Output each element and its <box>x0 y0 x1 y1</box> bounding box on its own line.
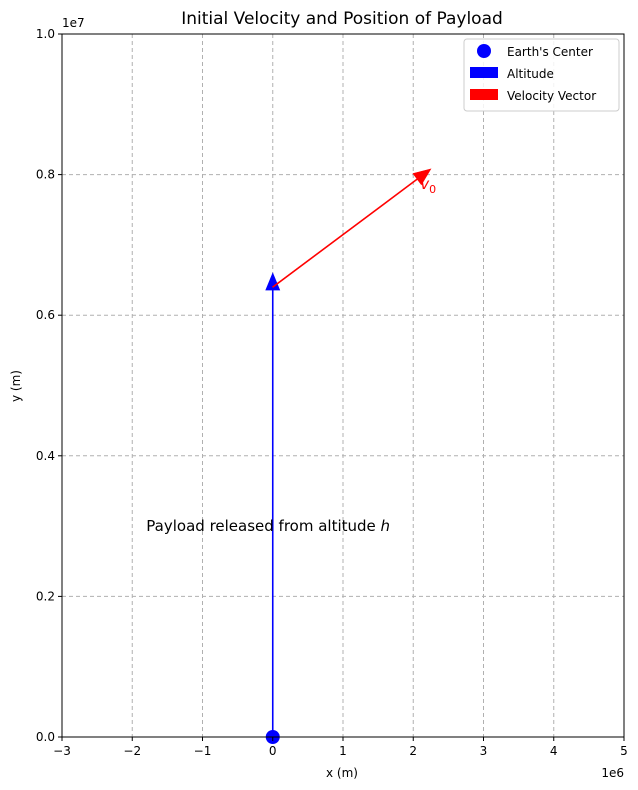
y-axis-label: y (m) <box>9 370 23 402</box>
payload-annotation-variable: h <box>381 517 391 535</box>
legend-label-velocity-vector: Velocity Vector <box>507 89 596 103</box>
chart-title: Initial Velocity and Position of Payload <box>181 9 503 29</box>
altitude-arrow <box>265 272 281 738</box>
legend-swatch-altitude <box>470 67 498 78</box>
velocity-annotation: v0 <box>420 175 436 196</box>
x-tick-label: 3 <box>480 744 488 758</box>
legend-marker-earth-center <box>477 44 491 58</box>
x-axis-label: x (m) <box>326 766 358 780</box>
velocity-annotation-symbol: v <box>420 175 430 193</box>
y-tick-label: 0.0 <box>36 730 55 744</box>
y-tick-label: 0.4 <box>36 449 55 463</box>
x-axis-offset-label: 1e6 <box>601 766 624 780</box>
x-tick-label: 0 <box>269 744 277 758</box>
y-axis: 0.0 0.2 0.4 0.6 0.8 1.0 <box>36 27 62 744</box>
legend: Earth's Center Altitude Velocity Vector <box>463 38 620 112</box>
x-tick-label: −1 <box>194 744 212 758</box>
x-axis: −3 −2 −1 0 1 2 3 4 5 <box>53 737 628 758</box>
velocity-arrow <box>272 168 432 288</box>
x-tick-label: 1 <box>339 744 347 758</box>
x-tick-label: 5 <box>620 744 628 758</box>
x-tick-label: 2 <box>409 744 417 758</box>
y-axis-offset-label: 1e7 <box>62 16 85 30</box>
legend-label-altitude: Altitude <box>507 67 554 81</box>
legend-swatch-velocity-vector <box>470 89 498 100</box>
y-tick-label: 1.0 <box>36 27 55 41</box>
payload-annotation: Payload released from altitude h <box>146 517 390 535</box>
x-tick-label: 4 <box>550 744 558 758</box>
y-tick-label: 0.6 <box>36 308 55 322</box>
velocity-annotation-subscript: 0 <box>429 183 436 196</box>
legend-label-earth-center: Earth's Center <box>507 45 593 59</box>
legend-frame <box>463 38 620 112</box>
y-tick-label: 0.8 <box>36 168 55 182</box>
x-tick-label: −2 <box>123 744 141 758</box>
x-tick-label: −3 <box>53 744 71 758</box>
payload-annotation-text: Payload released from altitude <box>146 517 380 535</box>
y-tick-label: 0.2 <box>36 589 55 603</box>
